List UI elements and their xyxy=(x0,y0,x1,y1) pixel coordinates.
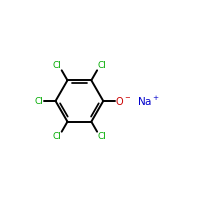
Text: O$^-$: O$^-$ xyxy=(115,95,132,107)
Text: Cl: Cl xyxy=(52,61,61,70)
Text: Cl: Cl xyxy=(34,97,43,106)
Text: Cl: Cl xyxy=(52,132,61,141)
Text: Cl: Cl xyxy=(98,132,106,141)
Text: Na$^+$: Na$^+$ xyxy=(137,94,160,108)
Text: Cl: Cl xyxy=(98,61,106,70)
